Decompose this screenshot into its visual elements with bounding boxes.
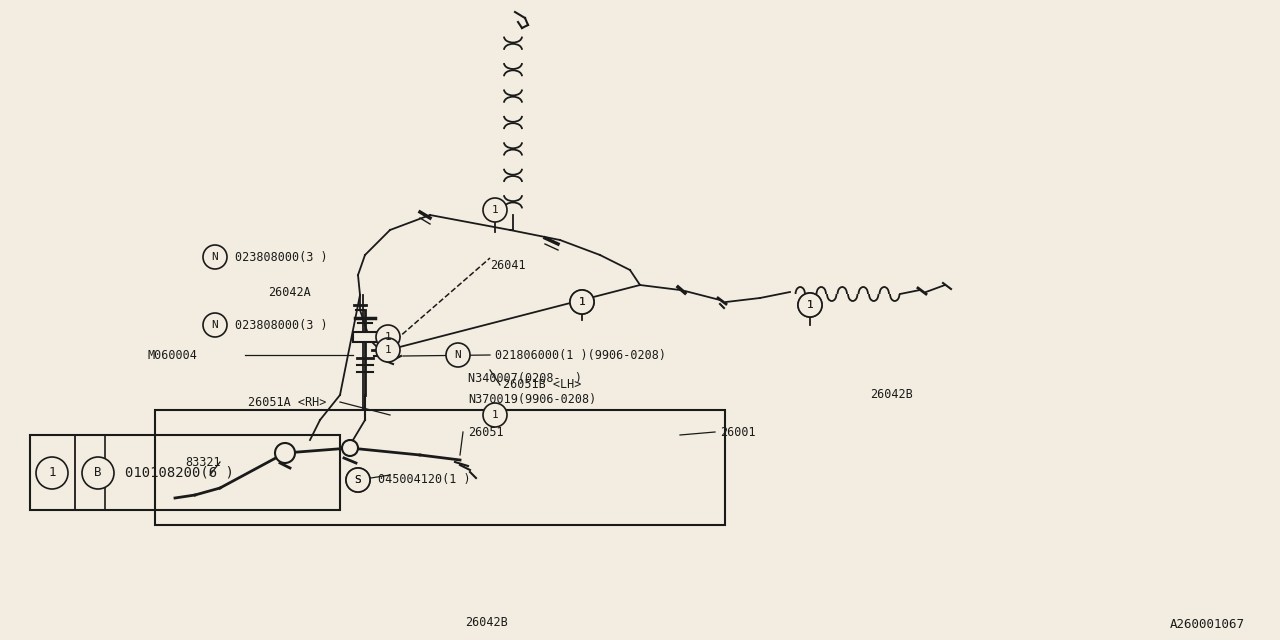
Text: N340007(0208-  ): N340007(0208- )	[468, 371, 582, 385]
Text: 26001: 26001	[719, 426, 755, 438]
Circle shape	[483, 403, 507, 427]
Circle shape	[445, 343, 470, 367]
Text: 023808000(3 ): 023808000(3 )	[236, 250, 328, 264]
Circle shape	[376, 325, 399, 349]
Text: M060004: M060004	[148, 349, 198, 362]
Text: 021806000(1 )(9906-0208): 021806000(1 )(9906-0208)	[495, 349, 666, 362]
Text: 1: 1	[579, 297, 585, 307]
Bar	[353, 332, 378, 342]
Circle shape	[342, 440, 358, 456]
Circle shape	[570, 290, 594, 314]
Bar	[29, 435, 340, 510]
Circle shape	[483, 198, 507, 222]
Text: N: N	[454, 350, 461, 360]
Text: 1: 1	[806, 300, 813, 310]
Text: 023808000(3 ): 023808000(3 )	[236, 319, 328, 332]
Bar	[155, 410, 724, 525]
Circle shape	[570, 290, 594, 314]
Text: 26051A <RH>: 26051A <RH>	[248, 396, 326, 408]
Text: 83321: 83321	[186, 456, 220, 468]
Circle shape	[376, 338, 399, 362]
Circle shape	[204, 313, 227, 337]
Text: 1: 1	[384, 345, 392, 355]
Text: 1: 1	[492, 410, 498, 420]
Text: 26051B <LH>: 26051B <LH>	[503, 378, 581, 392]
Text: S: S	[355, 475, 361, 485]
Text: N: N	[211, 320, 219, 330]
Text: 045004120(1 ): 045004120(1 )	[378, 474, 471, 486]
Text: 26042A: 26042A	[268, 285, 311, 298]
Circle shape	[797, 293, 822, 317]
Text: 26042B: 26042B	[465, 616, 508, 628]
Circle shape	[797, 293, 822, 317]
Text: 26042B: 26042B	[870, 388, 913, 401]
Text: 1: 1	[806, 300, 813, 310]
Circle shape	[346, 468, 370, 492]
Text: N370019(9906-0208): N370019(9906-0208)	[468, 394, 596, 406]
Text: B: B	[95, 467, 101, 479]
Text: A260001067: A260001067	[1170, 618, 1245, 632]
Circle shape	[204, 245, 227, 269]
Circle shape	[275, 443, 294, 463]
Text: 1: 1	[492, 205, 498, 215]
Text: 1: 1	[579, 297, 585, 307]
Circle shape	[36, 457, 68, 489]
Text: 1: 1	[384, 332, 392, 342]
Text: 1: 1	[49, 467, 56, 479]
Text: 26041: 26041	[490, 259, 526, 271]
Text: N: N	[211, 252, 219, 262]
Text: 26051: 26051	[468, 426, 503, 438]
Text: S: S	[355, 475, 361, 485]
Circle shape	[346, 468, 370, 492]
Circle shape	[82, 457, 114, 489]
Text: 010108200(6 ): 010108200(6 )	[125, 466, 234, 480]
